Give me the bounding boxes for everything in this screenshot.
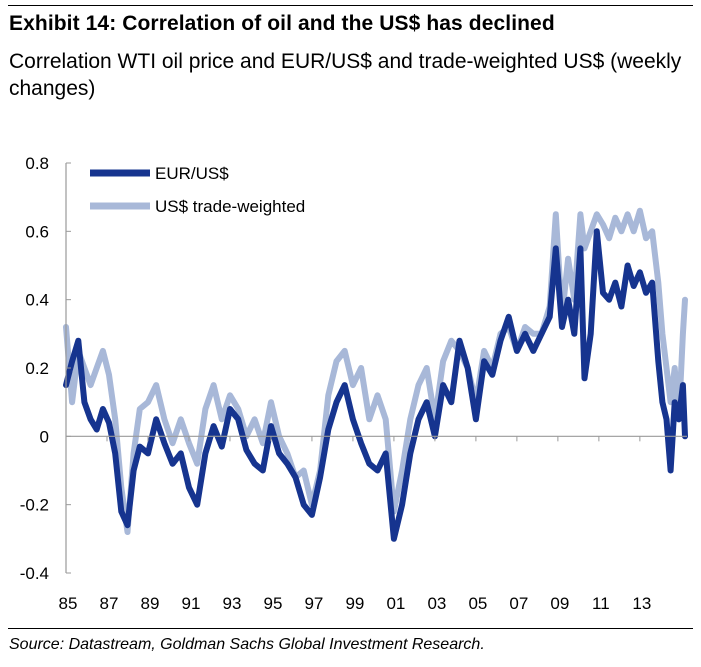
y-tick-label: 0.6 [25,222,49,241]
x-tick-label: 13 [632,594,651,613]
x-tick-label: 07 [509,594,528,613]
legend-label-eurusd: EUR/US$ [155,164,229,183]
chart-subtitle: Correlation WTI oil price and EUR/US$ an… [9,50,682,100]
y-tick-label: 0.2 [25,359,49,378]
x-tick-label: 11 [592,594,610,613]
x-tick-label: 05 [468,594,487,613]
y-tick-label: 0.8 [25,154,49,173]
y-tick-label: 0 [40,427,49,446]
bottom-rule [8,628,693,629]
series-eurusd-line [63,228,688,542]
x-tick-label: 09 [550,594,569,613]
x-tick-label: 91 [182,594,201,613]
x-tick-label: 93 [222,594,241,613]
axes-layer: -0.4 -0.2 0 0.2 0.4 0.6 0.8 85 87 89 91 93 95 97 99 01 0… [20,154,687,613]
legend-label-us-trade-weighted: US$ trade-weighted [155,197,305,216]
x-tick-label: 95 [263,594,282,613]
y-tick-label: -0.4 [20,564,49,583]
series-us-trade-weighted-line [63,207,688,535]
x-tick-label: 85 [59,594,78,613]
x-tick-label: 01 [386,594,405,613]
x-tick-label: 89 [141,594,160,613]
x-tick-label: 03 [427,594,446,613]
source-note: Source: Datastream, Goldman Sachs Global… [9,636,485,653]
chart-title: Exhibit 14: Correlation of oil and the U… [9,12,555,35]
y-tick-label: -0.2 [20,496,49,515]
x-tick-label: 87 [100,594,119,613]
y-tick-label: 0.4 [25,291,49,310]
series-layer [63,207,688,542]
top-rule [8,5,693,6]
legend: EUR/US$ US$ trade-weighted [90,164,305,216]
x-tick-label: 97 [304,594,323,613]
x-tick-label: 99 [345,594,364,613]
